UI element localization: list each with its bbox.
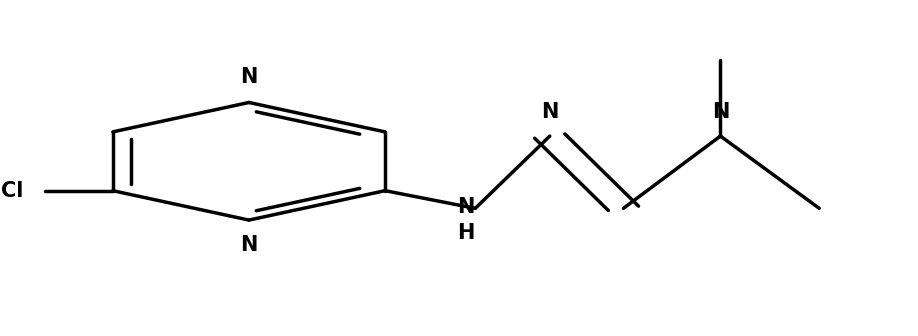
- Text: N: N: [241, 67, 258, 87]
- Text: N: N: [457, 197, 475, 217]
- Text: Cl: Cl: [1, 181, 23, 201]
- Text: H: H: [457, 223, 475, 244]
- Text: N: N: [241, 235, 258, 255]
- Text: N: N: [541, 102, 558, 122]
- Text: N: N: [711, 102, 729, 122]
